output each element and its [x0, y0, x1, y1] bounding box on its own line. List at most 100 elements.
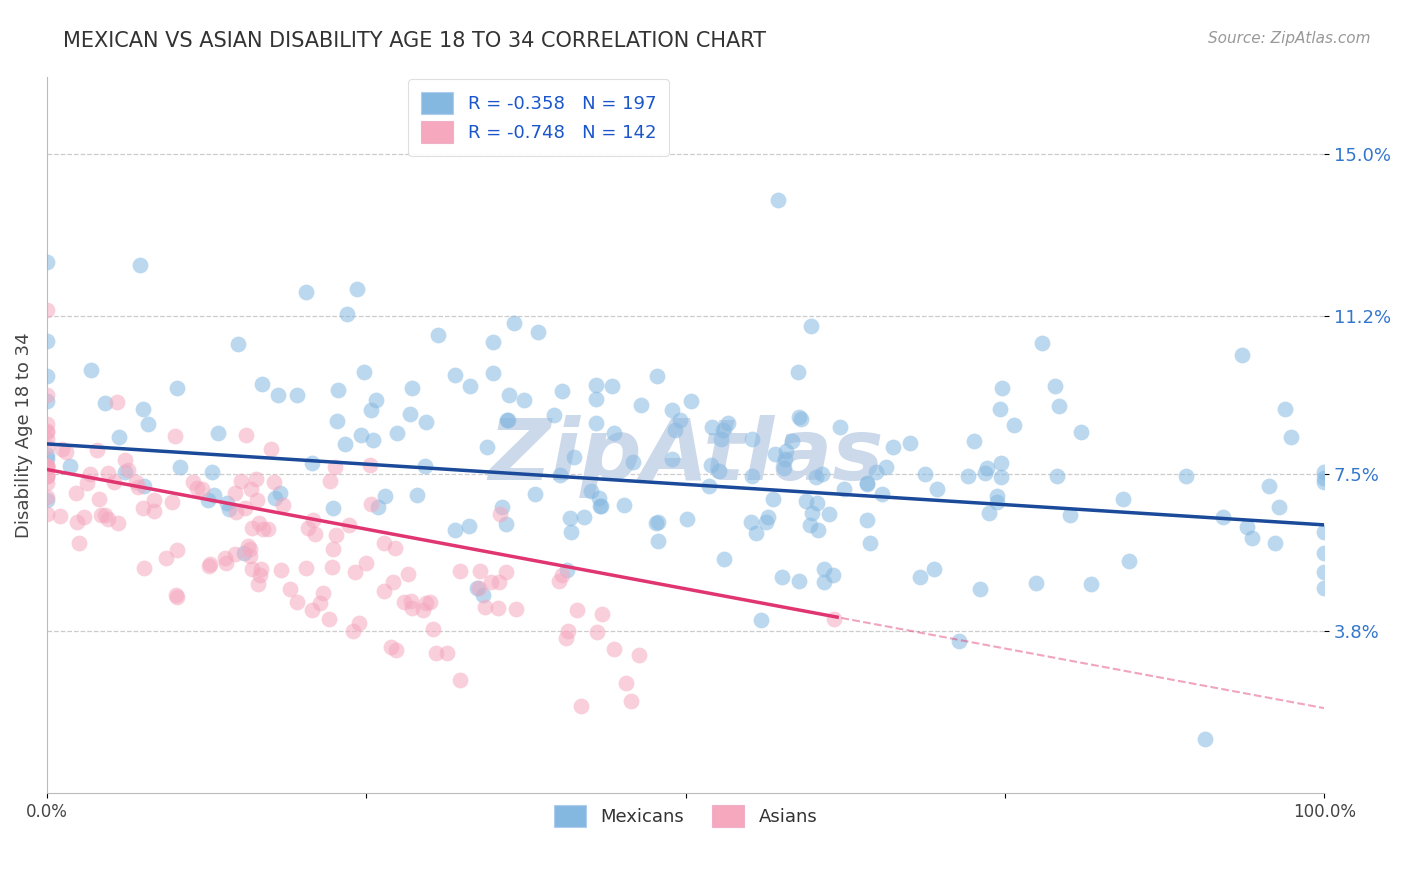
Point	[202, 488, 225, 502]
Point	[957, 469, 980, 483]
Point	[1258, 478, 1281, 492]
Point	[79, 467, 101, 481]
Point	[794, 493, 817, 508]
Point	[374, 490, 396, 504]
Point	[481, 366, 503, 380]
Point	[621, 454, 644, 468]
Point	[35, 433, 58, 447]
Point	[710, 432, 733, 446]
Point	[707, 464, 730, 478]
Point	[66, 516, 89, 530]
Point	[603, 425, 626, 440]
Point	[226, 337, 249, 351]
Point	[297, 521, 319, 535]
Point	[1080, 577, 1102, 591]
Point	[132, 401, 155, 416]
Point	[240, 562, 263, 576]
Point	[745, 526, 768, 541]
Y-axis label: Disability Age 18 to 34: Disability Age 18 to 34	[15, 333, 32, 538]
Point	[217, 496, 239, 510]
Point	[1175, 468, 1198, 483]
Point	[318, 612, 340, 626]
Point	[360, 497, 382, 511]
Point	[301, 603, 323, 617]
Point	[215, 556, 238, 570]
Point	[922, 562, 945, 576]
Point	[97, 466, 120, 480]
Point	[875, 460, 897, 475]
Point	[444, 523, 467, 537]
Point	[498, 388, 520, 402]
Point	[436, 646, 458, 660]
Point	[267, 388, 290, 402]
Point	[127, 480, 149, 494]
Point	[1313, 470, 1336, 484]
Point	[754, 515, 776, 529]
Point	[373, 536, 395, 550]
Point	[114, 465, 136, 479]
Point	[773, 461, 796, 475]
Point	[401, 601, 423, 615]
Text: Source: ZipAtlas.com: Source: ZipAtlas.com	[1208, 31, 1371, 46]
Point	[302, 513, 325, 527]
Point	[813, 574, 835, 589]
Point	[1313, 465, 1336, 479]
Point	[242, 521, 264, 535]
Point	[186, 481, 208, 495]
Point	[974, 467, 997, 481]
Point	[557, 624, 579, 639]
Point	[496, 413, 519, 427]
Point	[789, 574, 811, 589]
Point	[969, 582, 991, 597]
Point	[333, 437, 356, 451]
Point	[134, 479, 156, 493]
Point	[295, 285, 318, 300]
Point	[405, 488, 427, 502]
Point	[1232, 348, 1254, 362]
Point	[308, 595, 330, 609]
Point	[35, 469, 58, 483]
Point	[233, 546, 256, 560]
Point	[55, 445, 77, 459]
Point	[482, 335, 505, 350]
Point	[413, 459, 436, 474]
Point	[589, 500, 612, 514]
Point	[339, 518, 361, 533]
Point	[925, 482, 948, 496]
Text: ZipAtlas: ZipAtlas	[488, 416, 883, 499]
Point	[35, 303, 58, 318]
Point	[548, 574, 571, 588]
Point	[239, 542, 262, 557]
Point	[214, 551, 236, 566]
Point	[741, 468, 763, 483]
Legend: Mexicans, Asians: Mexicans, Asians	[547, 798, 824, 834]
Point	[325, 528, 347, 542]
Point	[962, 434, 984, 449]
Point	[811, 467, 834, 482]
Point	[1212, 510, 1234, 524]
Point	[326, 414, 349, 428]
Point	[713, 552, 735, 566]
Point	[271, 498, 294, 512]
Point	[488, 574, 510, 589]
Point	[114, 452, 136, 467]
Point	[1268, 500, 1291, 514]
Point	[554, 631, 576, 645]
Point	[562, 450, 585, 464]
Point	[591, 500, 613, 514]
Point	[990, 469, 1012, 483]
Point	[385, 425, 408, 440]
Point	[35, 425, 58, 440]
Point	[250, 376, 273, 391]
Point	[165, 428, 187, 442]
Point	[1047, 399, 1070, 413]
Point	[1240, 531, 1263, 545]
Point	[359, 458, 381, 472]
Point	[117, 463, 139, 477]
Point	[986, 489, 1008, 503]
Point	[280, 582, 302, 596]
Point	[1313, 565, 1336, 579]
Point	[800, 318, 823, 333]
Point	[465, 581, 488, 595]
Point	[768, 193, 790, 207]
